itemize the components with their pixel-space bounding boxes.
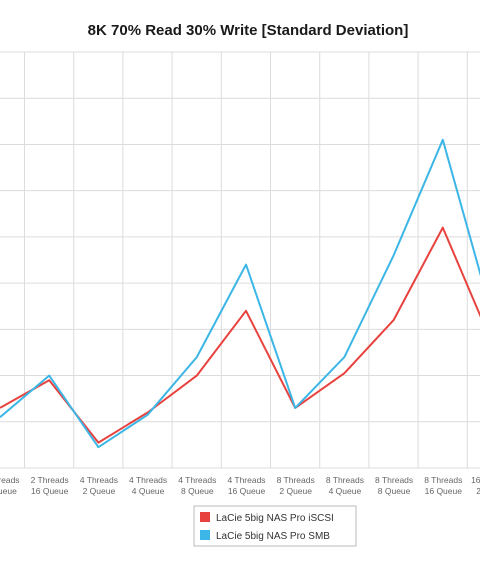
- x-tick-label-threads: 16 Threads: [471, 475, 480, 485]
- x-tick-label-threads: 8 Threads: [424, 475, 462, 485]
- x-tick-label-threads: 2 Threads: [0, 475, 20, 485]
- x-tick-label-queue: 8 Queue: [378, 486, 411, 496]
- legend-swatch-iscsi: [200, 512, 210, 522]
- legend-label-smb: LaCie 5big NAS Pro SMB: [216, 531, 330, 542]
- x-tick-label-threads: 4 Threads: [227, 475, 265, 485]
- legend-label-iscsi: LaCie 5big NAS Pro iSCSI: [216, 513, 334, 524]
- x-tick-label-queue: 2 Queue: [83, 486, 116, 496]
- x-tick-label-threads: 8 Threads: [277, 475, 315, 485]
- chart-title: 8K 70% Read 30% Write [Standard Deviatio…: [88, 22, 409, 39]
- x-tick-label-queue: 8 Queue: [0, 486, 17, 496]
- x-tick-label-threads: 2 Threads: [31, 475, 69, 485]
- x-tick-label-queue: 8 Queue: [181, 486, 214, 496]
- x-tick-label-threads: 8 Threads: [375, 475, 413, 485]
- x-tick-label-threads: 4 Threads: [80, 475, 118, 485]
- x-tick-label-queue: 16 Queue: [31, 486, 69, 496]
- legend-swatch-smb: [200, 530, 210, 540]
- x-tick-label-queue: 4 Queue: [132, 486, 165, 496]
- x-tick-label-threads: 4 Threads: [129, 475, 167, 485]
- x-tick-label-queue: 2 Queue: [279, 486, 312, 496]
- x-tick-label-queue: 2 Queue: [476, 486, 480, 496]
- gridlines: [0, 51, 480, 469]
- x-tick-label-queue: 16 Queue: [425, 486, 463, 496]
- legend-box: [193, 505, 357, 547]
- x-tick-label-threads: 4 Threads: [178, 475, 216, 485]
- x-tick-label-queue: 4 Queue: [329, 486, 362, 496]
- series-lines: [0, 138, 480, 449]
- legend: LaCie 5big NAS Pro iSCSI LaCie 5big NAS …: [193, 505, 357, 547]
- x-tick-label-threads: 8 Threads: [326, 475, 364, 485]
- series-line-smb: [0, 138, 480, 449]
- x-tick-label-queue: 16 Queue: [228, 486, 266, 496]
